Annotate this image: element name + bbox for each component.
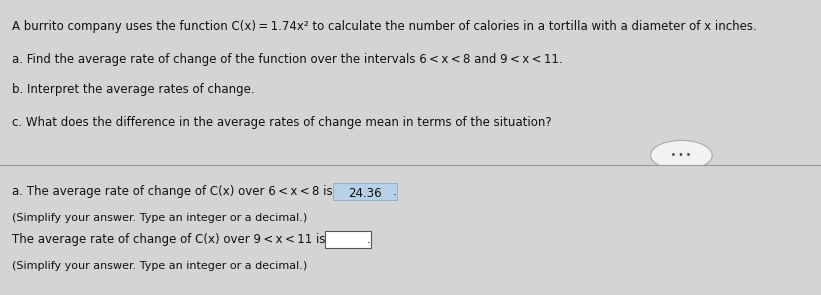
Ellipse shape xyxy=(650,140,713,170)
Text: (Simplify your answer. Type an integer or a decimal.): (Simplify your answer. Type an integer o… xyxy=(12,261,308,271)
Text: 24.36: 24.36 xyxy=(348,187,382,200)
Text: c. What does the difference in the average rates of change mean in terms of the : c. What does the difference in the avera… xyxy=(12,116,552,129)
Text: The average rate of change of C(x) over 9 < x < 11 is: The average rate of change of C(x) over … xyxy=(12,233,329,246)
FancyBboxPatch shape xyxy=(333,183,397,200)
Text: .: . xyxy=(392,185,397,198)
Text: .: . xyxy=(366,233,370,246)
Text: A burrito company uses the function C(x) = 1.74x² to calculate the number of cal: A burrito company uses the function C(x)… xyxy=(12,20,757,33)
Text: a. Find the average rate of change of the function over the intervals 6 < x < 8 : a. Find the average rate of change of th… xyxy=(12,53,563,66)
Text: • • •: • • • xyxy=(672,151,691,160)
Text: b. Interpret the average rates of change.: b. Interpret the average rates of change… xyxy=(12,83,255,96)
Text: (Simplify your answer. Type an integer or a decimal.): (Simplify your answer. Type an integer o… xyxy=(12,213,308,223)
Text: a. The average rate of change of C(x) over 6 < x < 8 is: a. The average rate of change of C(x) ov… xyxy=(12,185,337,198)
FancyBboxPatch shape xyxy=(325,231,370,248)
